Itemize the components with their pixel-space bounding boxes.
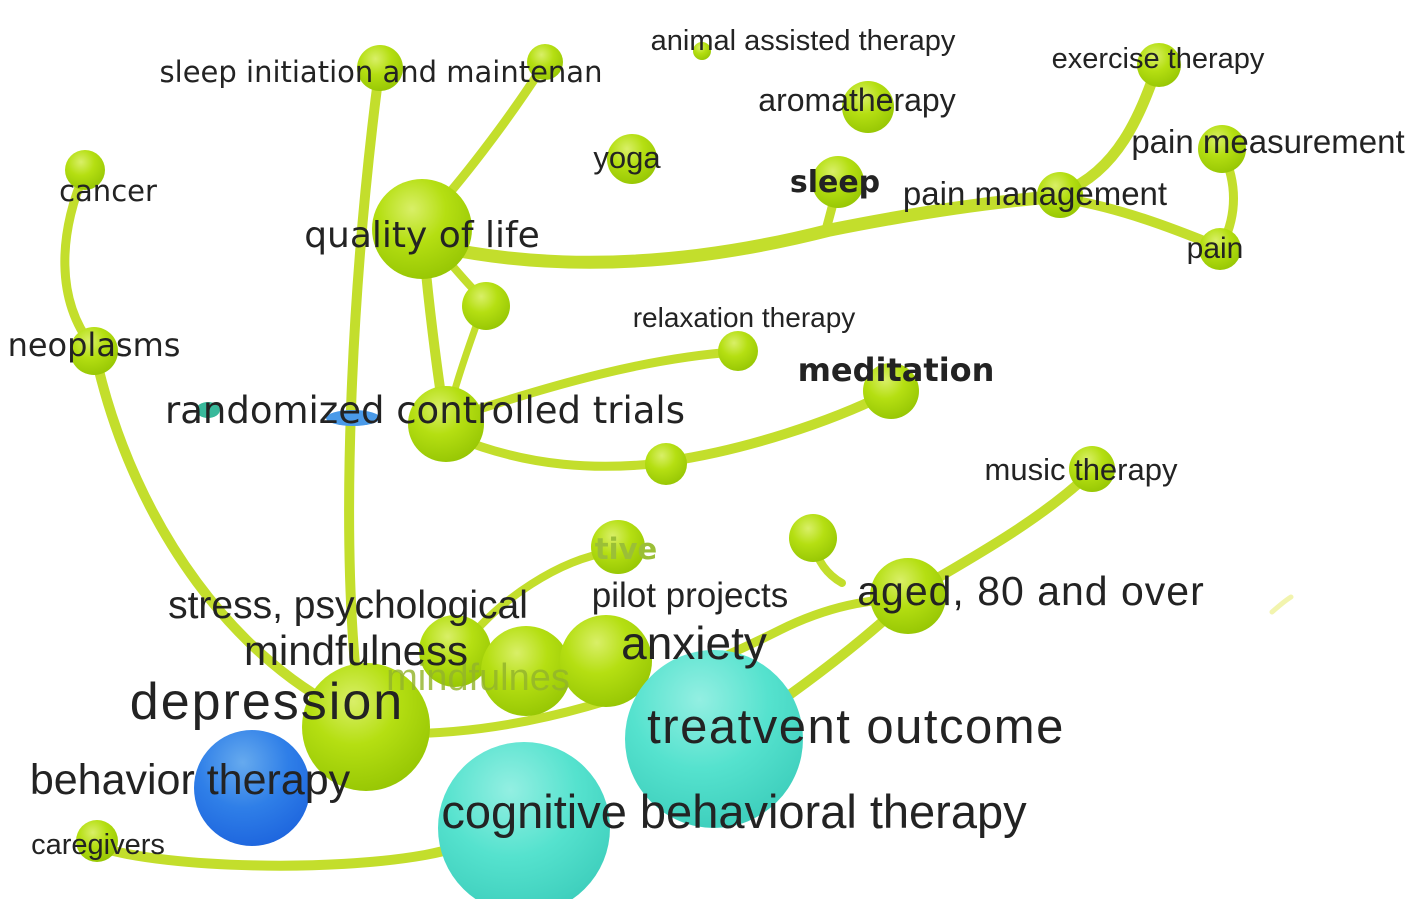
node-behavior-therapy[interactable]: [194, 730, 310, 846]
node-pain-management[interactable]: [1037, 172, 1083, 218]
label-exercise-therapy[interactable]: exercise therapy: [1052, 43, 1265, 75]
node-treatvent-outcome[interactable]: [625, 650, 803, 828]
label-caregivers[interactable]: caregivers: [31, 829, 165, 861]
node-quality-of-life[interactable]: [372, 179, 472, 279]
node-cluster-b[interactable]: [481, 626, 571, 716]
label-music-therapy[interactable]: music therapy: [985, 452, 1178, 487]
node-yoga[interactable]: [607, 134, 657, 184]
edge-qualityoflife-painmanagement: [428, 190, 1059, 269]
label-anxiety[interactable]: anxiety: [621, 617, 767, 669]
label-randomized-controlled-trials[interactable]: randomized controlled trials: [165, 389, 685, 432]
node-caregivers[interactable]: [76, 820, 118, 862]
node-animal-assisted-therapy[interactable]: [693, 42, 711, 60]
edge-pale-fragment: [1269, 594, 1294, 615]
node-mindfulness[interactable]: [302, 663, 430, 791]
label-treatvent-outcome[interactable]: treatvent outcome: [647, 700, 1065, 754]
edge-painmanagement-pain: [1061, 194, 1219, 250]
node-meditation[interactable]: [863, 363, 919, 419]
label-tive[interactable]: tive: [595, 532, 657, 566]
node-sleep-initiation[interactable]: [357, 45, 403, 91]
node-pain-measurement[interactable]: [1198, 125, 1246, 173]
label-sleep[interactable]: sleep: [790, 165, 880, 200]
node-randomized-controlled-trials[interactable]: [408, 386, 484, 462]
node-sleep[interactable]: [812, 156, 864, 208]
label-aged-80-and-over[interactable]: aged, 80 and over: [857, 568, 1205, 614]
label-mindfulness[interactable]: mindfulness: [244, 627, 468, 674]
node-neoplasms[interactable]: [70, 327, 118, 375]
node-exercise-therapy[interactable]: [1137, 43, 1181, 87]
label-pain[interactable]: pain: [1187, 232, 1244, 265]
edge-rct-relaxation: [447, 347, 739, 423]
node-tive[interactable]: [591, 520, 645, 574]
label-mindfulnes-green[interactable]: mindfulnes: [386, 657, 570, 699]
node-cluster-a[interactable]: [419, 615, 491, 687]
label-cancer[interactable]: cancer: [59, 174, 157, 208]
label-depression[interactable]: depression: [130, 673, 404, 731]
node-junction[interactable]: [645, 443, 687, 485]
label-yoga[interactable]: yoga: [593, 140, 661, 175]
node-cognitive-behavioral-therapy[interactable]: [438, 742, 610, 899]
label-sleep-initiation[interactable]: sleep initiation and maintenan: [160, 55, 603, 89]
node-aged-80-and-over[interactable]: [870, 558, 946, 634]
nodes-layer: [65, 42, 1246, 899]
edge-junction-meditation: [665, 389, 891, 466]
label-quality-of-life[interactable]: quality of life: [304, 215, 540, 256]
label-cognitive-behavioral-therapy[interactable]: cognitive behavioral therapy: [441, 785, 1027, 838]
label-stress-psychological[interactable]: stress, psychological: [168, 584, 528, 627]
label-animal-assisted-therapy[interactable]: animal assisted therapy: [651, 25, 956, 57]
edge-neoplasms-mindfulness: [91, 353, 360, 721]
node-satellite-above-aged[interactable]: [789, 514, 837, 562]
node-aromatherapy[interactable]: [842, 81, 894, 133]
node-qol-satellite[interactable]: [462, 282, 510, 330]
node-music-therapy[interactable]: [1069, 446, 1115, 492]
node-blue-fragment[interactable]: [326, 410, 380, 426]
label-aromatherapy[interactable]: aromatherapy: [758, 82, 955, 118]
node-unlabeled-top[interactable]: [527, 44, 563, 80]
label-relaxation-therapy[interactable]: relaxation therapy: [633, 302, 856, 333]
label-behavior-therapy[interactable]: behavior therapy: [30, 756, 351, 804]
edge-rct-junction: [450, 432, 667, 471]
label-neoplasms[interactable]: neoplasms: [8, 326, 181, 364]
label-meditation[interactable]: meditation: [798, 351, 995, 389]
node-pain[interactable]: [1199, 228, 1241, 270]
label-pain-measurement[interactable]: pain measurement: [1131, 123, 1404, 160]
edge-cancer-neoplasms: [60, 167, 97, 351]
edge-sleepinitiation-mindfulness: [344, 67, 384, 717]
labels-layer: mindfulnes tive sleep initiation and mai…: [8, 25, 1405, 861]
node-relaxation-therapy[interactable]: [718, 331, 758, 371]
node-anxiety[interactable]: [560, 615, 652, 707]
edge-exercisetherapy-painmanagement: [1058, 64, 1162, 198]
node-cancer[interactable]: [65, 150, 105, 190]
node-teal-fragment[interactable]: [196, 402, 220, 418]
label-pilot-projects[interactable]: pilot projects: [592, 576, 788, 615]
label-pain-management[interactable]: pain management: [903, 175, 1167, 212]
